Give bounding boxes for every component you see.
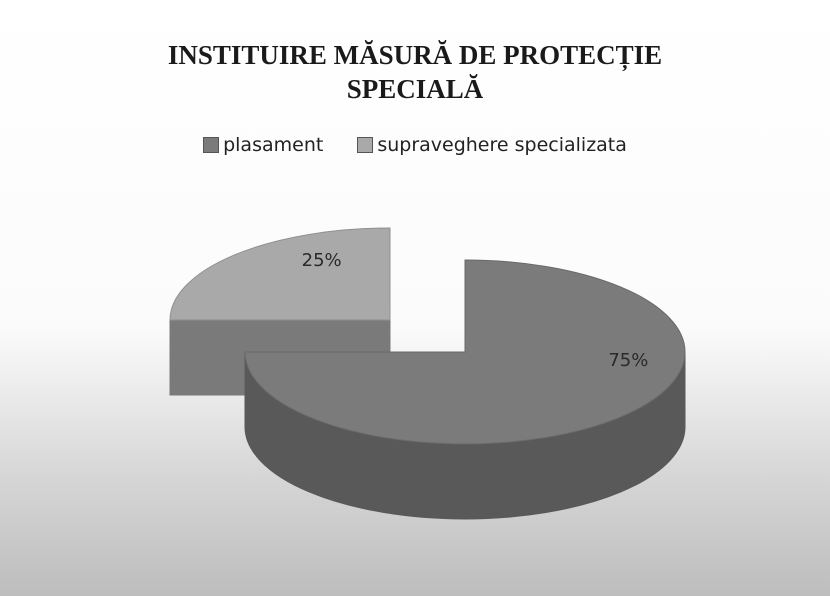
pie-slice (169, 227, 391, 321)
legend-item: supraveghere specializata (357, 134, 627, 156)
slice-group: 75% (244, 259, 686, 520)
legend-label: plasament (223, 134, 324, 156)
legend-label: supraveghere specializata (377, 134, 627, 156)
legend: plasament supraveghere specializata (0, 134, 830, 156)
chart-title: INSTITUIRE MĂSURĂ DE PROTECȚIE SPECIALĂ (167, 40, 663, 104)
pie-slice (244, 259, 686, 445)
data-label: 75% (608, 350, 648, 371)
data-label: 25% (302, 250, 342, 271)
legend-swatch (203, 137, 220, 153)
legend-swatch (357, 137, 374, 153)
legend-item: plasament (203, 134, 323, 156)
